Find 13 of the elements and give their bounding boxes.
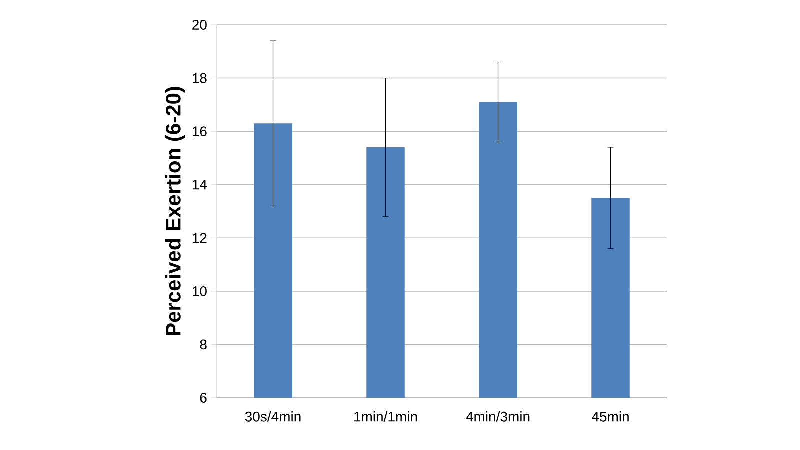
y-tick-label: 8 <box>200 340 207 350</box>
y-tick-label: 20 <box>192 20 207 30</box>
x-tick-label: 4min/3min <box>466 412 530 422</box>
x-tick-label: 30s/4min <box>245 412 301 422</box>
y-tick-label: 6 <box>200 393 207 403</box>
y-axis-title: Perceived Exertion (6-20) <box>165 87 186 336</box>
x-tick-label: 1min/1min <box>354 412 418 422</box>
y-tick-label: 12 <box>192 233 207 244</box>
x-tick-label: 45min <box>592 412 629 422</box>
y-tick-label: 18 <box>192 73 207 84</box>
y-tick-label: 16 <box>192 126 207 137</box>
y-tick-label: 14 <box>192 180 208 190</box>
y-tick-label: 10 <box>192 286 207 296</box>
